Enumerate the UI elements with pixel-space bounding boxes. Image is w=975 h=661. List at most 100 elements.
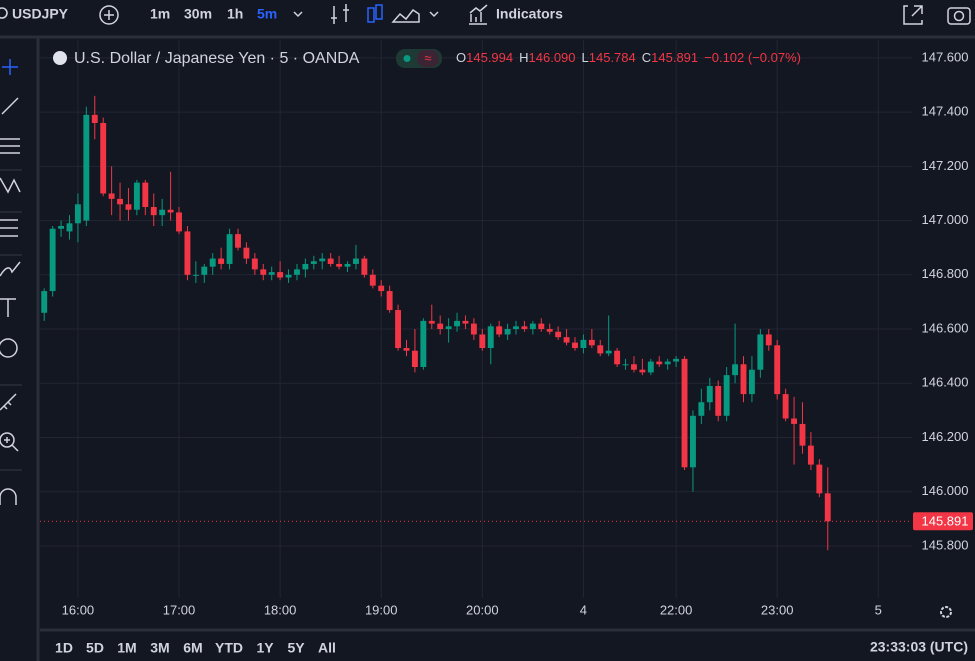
candle-body	[49, 228, 56, 292]
line-tool[interactable]	[1, 97, 19, 115]
candle-body	[681, 358, 688, 468]
candle-body	[799, 423, 806, 446]
tool-separator	[0, 169, 22, 471]
range-button[interactable]: YTD	[215, 640, 243, 656]
y-tick-label: 146.000	[922, 483, 969, 498]
x-tick-label: 5	[875, 602, 882, 617]
candle-body	[108, 193, 115, 199]
candle-body	[765, 334, 772, 346]
candle-body	[816, 464, 823, 494]
ohlc-legend: O145.994 H146.090 L145.784 C145.891 −0.102 (…	[456, 50, 801, 65]
bars-icon[interactable]	[331, 4, 349, 24]
candle-body	[378, 285, 385, 292]
candle-body	[824, 493, 831, 522]
y-tick-label: 147.400	[922, 104, 969, 119]
candle-body	[597, 345, 604, 354]
ruler-tool[interactable]	[0, 393, 17, 411]
candles-icon[interactable]	[367, 4, 383, 23]
candle-body	[117, 198, 123, 205]
candle-body	[100, 122, 107, 194]
candle-body	[470, 323, 477, 335]
candle-body	[437, 323, 444, 330]
plus	[104, 10, 114, 20]
interval-active[interactable]: 5m	[257, 6, 277, 22]
candle-body	[285, 274, 292, 278]
candle-body	[251, 258, 258, 270]
emoji-tool[interactable]	[0, 338, 18, 358]
candle-body	[504, 329, 511, 335]
candle-body	[277, 272, 284, 278]
fib-tool[interactable]	[0, 138, 20, 154]
settings-icon[interactable]	[940, 606, 952, 618]
candle-body	[336, 263, 343, 267]
interval[interactable]: 30m	[184, 6, 212, 22]
range-button[interactable]: 5Y	[287, 640, 305, 656]
candle-body	[496, 326, 503, 335]
candle-body	[41, 291, 48, 313]
candle-body	[319, 258, 326, 262]
range-button[interactable]: 5D	[86, 640, 104, 656]
candle-body	[142, 182, 149, 208]
candle-body	[58, 226, 65, 229]
candle-body	[622, 364, 629, 366]
legend-title: U.S. Dollar / Japanese Yen · 5 · OANDA	[74, 50, 360, 67]
x-tick-label: 22:00	[660, 602, 693, 617]
candle-body	[791, 418, 797, 424]
candle-body	[150, 207, 157, 216]
range-button[interactable]: 1M	[117, 640, 136, 656]
delay-icon: ≈	[424, 50, 431, 65]
candle-body	[403, 348, 410, 351]
candle-body	[310, 261, 317, 264]
snapshot-icon[interactable]	[947, 7, 971, 25]
candle-body	[167, 209, 174, 213]
candle-body	[487, 326, 494, 349]
ohlc-value: 146.090	[529, 50, 576, 65]
range-button[interactable]: 1Y	[256, 640, 274, 656]
candle-body	[159, 209, 166, 216]
candle-body	[209, 258, 216, 267]
candle-body	[546, 329, 553, 332]
y-tick-label: 147.200	[922, 158, 969, 173]
range-button[interactable]: 6M	[183, 640, 202, 656]
range-button[interactable]: 1D	[55, 640, 73, 656]
ohlc-value: 145.891	[651, 50, 698, 65]
interval[interactable]: 1m	[150, 6, 170, 22]
pattern-tool[interactable]	[0, 177, 21, 194]
candle-body	[513, 326, 519, 330]
candle-body	[572, 342, 578, 349]
x-tick-label: 19:00	[365, 602, 398, 617]
search-icon[interactable]	[0, 7, 8, 19]
candle-body	[83, 114, 90, 221]
forecast-tool[interactable]	[0, 219, 18, 237]
delay-pill	[417, 50, 439, 67]
text-tool[interactable]	[0, 298, 16, 317]
x-tick-label: 23:00	[761, 602, 794, 617]
candle-body	[732, 364, 739, 376]
candle-body	[66, 223, 73, 232]
candle-body	[479, 334, 486, 349]
drawing-tools	[0, 59, 22, 505]
brush-tool[interactable]	[0, 261, 21, 277]
range-button[interactable]: All	[318, 640, 336, 656]
x-tick-label: 16:00	[62, 602, 95, 617]
chevron[interactable]	[293, 11, 303, 18]
indicators[interactable]: Indicators	[496, 6, 563, 22]
x-tick-label: 17:00	[163, 602, 196, 617]
indicators-icon[interactable]	[469, 4, 488, 25]
lens	[953, 10, 965, 22]
symbol[interactable]: USDJPY	[12, 6, 69, 22]
candle-body	[445, 326, 452, 330]
ohlc-value: 145.994	[466, 50, 513, 65]
chevron[interactable]	[429, 11, 439, 18]
candle-body	[395, 310, 402, 349]
crosshair-tool[interactable]	[2, 59, 18, 75]
area-icon[interactable]	[391, 8, 420, 23]
add-symbol[interactable]	[99, 5, 119, 25]
plot: 145.800 146.000 146.200 146.400 146.600 146.8…	[40, 40, 973, 617]
interval[interactable]: 1h	[227, 6, 243, 22]
range-button[interactable]: 3M	[150, 640, 169, 656]
fullscreen-icon[interactable]	[903, 5, 923, 25]
y-tick-label: 146.400	[922, 375, 969, 390]
magnet-tool[interactable]	[0, 488, 17, 505]
zoom-tool[interactable]	[0, 432, 15, 448]
